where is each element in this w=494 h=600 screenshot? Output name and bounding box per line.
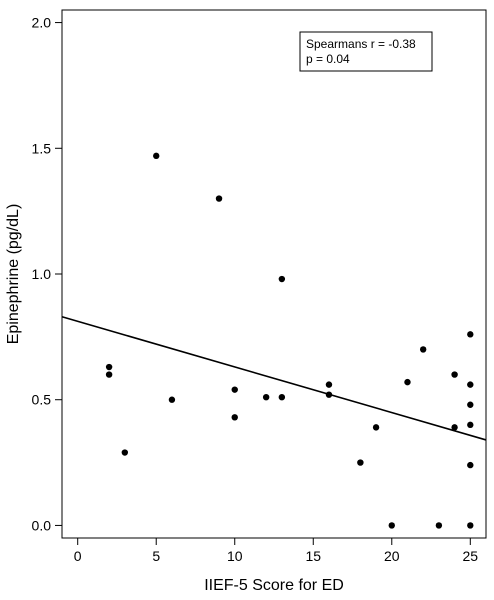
y-tick-label: 2.0	[32, 15, 52, 31]
x-tick-label: 0	[74, 548, 82, 564]
x-axis: 0 5 10 15 20 25	[74, 538, 478, 564]
data-point	[153, 152, 160, 160]
data-point	[231, 386, 238, 393]
data-point	[215, 195, 223, 202]
x-tick-label: 20	[384, 548, 400, 564]
x-tick-label: 25	[463, 548, 479, 564]
data-point	[435, 522, 443, 529]
data-point	[231, 414, 238, 421]
x-tick-label: 5	[152, 548, 160, 564]
data-point	[388, 522, 395, 529]
data-point	[451, 424, 458, 431]
y-axis-title: Epinephrine (pg/dL)	[5, 204, 22, 345]
data-point	[467, 331, 474, 338]
regression-line	[61, 315, 487, 441]
data-point	[372, 424, 380, 431]
data-point	[404, 378, 411, 386]
x-tick-label: 10	[227, 548, 243, 564]
data-point	[168, 396, 176, 403]
annotation-line-1: Spearmans r = -0.38	[306, 37, 416, 51]
data-point	[325, 381, 333, 388]
annotation-line-2: p = 0.04	[306, 52, 350, 66]
stats-annotation: Spearmans r = -0.38 p = 0.04	[299, 31, 433, 72]
data-point	[467, 421, 474, 429]
data-point	[105, 363, 113, 371]
annotation-box	[299, 31, 433, 72]
x-axis-title: IIEF-5 Score for ED	[204, 577, 344, 594]
y-axis: 0.0 0.5 1.0 1.5 2.0	[32, 15, 62, 533]
data-point	[419, 346, 427, 353]
data-point	[121, 449, 129, 456]
y-tick-label: 1.0	[32, 266, 52, 282]
data-point	[467, 401, 474, 408]
plot-frame	[61, 9, 487, 539]
y-tick-label: 0.0	[32, 517, 52, 533]
data-point	[278, 394, 286, 401]
data-point	[357, 459, 364, 466]
y-tick-label: 1.5	[32, 140, 52, 156]
data-points	[105, 152, 474, 529]
data-point	[467, 381, 474, 388]
data-point	[467, 522, 474, 529]
data-point	[467, 461, 474, 469]
data-point	[105, 371, 113, 378]
x-tick-label: 15	[305, 548, 321, 564]
y-tick-label: 0.5	[32, 392, 52, 408]
data-point	[278, 275, 286, 283]
data-point	[451, 371, 458, 378]
data-point	[262, 394, 270, 401]
